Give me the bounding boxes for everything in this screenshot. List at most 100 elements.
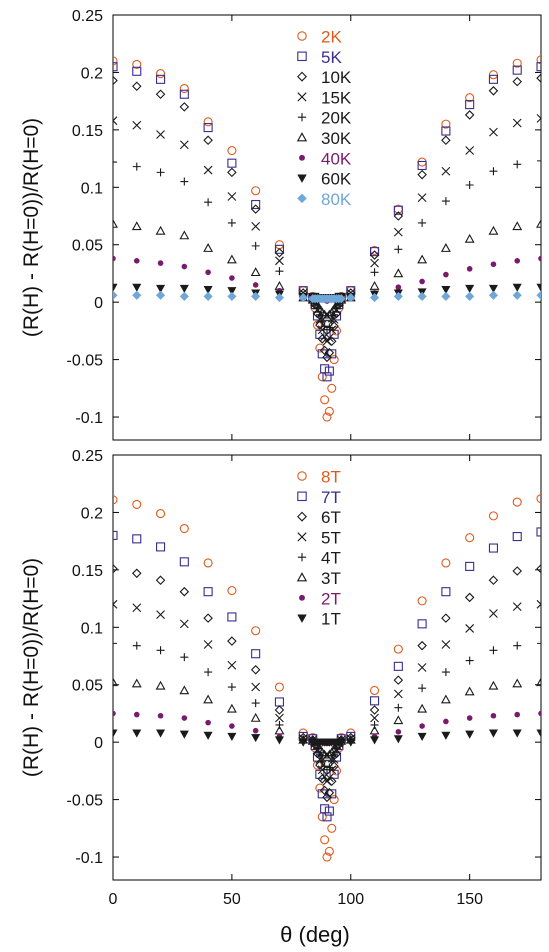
data-point bbox=[324, 806, 334, 816]
data-point bbox=[346, 738, 356, 747]
legend-label: 60K bbox=[321, 170, 352, 189]
data-point bbox=[132, 162, 141, 171]
data-point bbox=[113, 116, 118, 126]
data-point bbox=[393, 227, 403, 237]
data-point bbox=[465, 146, 475, 155]
data-point bbox=[536, 283, 541, 292]
data-point bbox=[395, 729, 402, 735]
data-point bbox=[488, 86, 499, 96]
panel-top: -0.1 -0.05 0 0.05 0.1 0.15 0.2 0.25 (R(H) - R(H=… bbox=[20, 8, 542, 441]
data-point bbox=[274, 705, 285, 715]
data-point bbox=[441, 558, 451, 568]
data-point bbox=[251, 221, 261, 231]
legend-marker bbox=[297, 553, 307, 562]
data-point bbox=[536, 494, 541, 504]
data-point bbox=[275, 267, 284, 276]
data-point bbox=[370, 713, 379, 723]
data-point bbox=[417, 596, 427, 606]
data-point bbox=[464, 110, 475, 120]
data-point bbox=[441, 613, 451, 623]
data-point bbox=[417, 663, 427, 672]
data-point bbox=[203, 694, 214, 704]
data-point bbox=[322, 852, 332, 862]
data-point bbox=[393, 644, 403, 654]
legend-marker bbox=[297, 113, 307, 122]
data-point bbox=[180, 177, 189, 186]
data-point bbox=[181, 715, 188, 721]
data-point bbox=[417, 732, 427, 742]
data-point bbox=[203, 291, 213, 301]
data-point bbox=[324, 366, 334, 376]
data-point bbox=[441, 126, 451, 136]
data-point bbox=[227, 612, 237, 622]
data-point bbox=[113, 283, 118, 292]
data-point bbox=[393, 675, 404, 685]
data-point bbox=[370, 258, 379, 268]
data-point bbox=[465, 291, 475, 301]
data-point bbox=[132, 729, 142, 738]
data-point bbox=[179, 102, 190, 112]
data-point bbox=[113, 563, 118, 574]
data-point bbox=[512, 221, 523, 231]
data-point bbox=[417, 640, 427, 651]
data-point bbox=[318, 317, 327, 326]
legend-marker bbox=[297, 471, 307, 481]
data-point bbox=[393, 211, 404, 221]
data-point bbox=[465, 93, 475, 103]
legend-marker bbox=[299, 594, 305, 601]
data-point bbox=[227, 636, 237, 646]
data-point bbox=[179, 83, 189, 94]
data-point bbox=[179, 730, 189, 739]
bottom-x-tick-label: 50 bbox=[223, 891, 241, 908]
data-point bbox=[324, 773, 334, 783]
data-point bbox=[322, 751, 332, 761]
data-point bbox=[251, 199, 261, 210]
data-point bbox=[250, 204, 261, 214]
data-point bbox=[329, 795, 339, 805]
data-point bbox=[113, 62, 118, 72]
data-point bbox=[394, 703, 403, 712]
legend-label: 10K bbox=[321, 68, 352, 87]
data-point bbox=[537, 156, 541, 165]
data-point bbox=[441, 286, 451, 295]
data-point bbox=[464, 592, 475, 603]
data-point bbox=[156, 646, 165, 655]
data-point bbox=[252, 727, 259, 734]
data-point bbox=[275, 713, 284, 723]
data-point bbox=[369, 293, 380, 303]
data-point bbox=[393, 689, 403, 699]
data-point bbox=[156, 509, 166, 519]
data-point bbox=[113, 290, 118, 300]
bottom-y-tick-label: -0.1 bbox=[75, 850, 103, 867]
data-point bbox=[205, 269, 211, 276]
data-point bbox=[274, 293, 285, 303]
data-point bbox=[204, 668, 213, 677]
data-point bbox=[324, 406, 334, 416]
bottom-y-tick-label: 0.1 bbox=[81, 620, 103, 637]
data-point bbox=[322, 412, 332, 422]
data-point bbox=[181, 263, 188, 270]
data-point bbox=[490, 261, 497, 268]
data-point bbox=[179, 619, 189, 629]
data-point bbox=[113, 218, 118, 228]
legend-label: 2K bbox=[321, 28, 342, 47]
data-point bbox=[227, 732, 237, 742]
bottom-y-tick-label: 0.15 bbox=[72, 563, 103, 580]
data-point bbox=[113, 639, 117, 648]
data-point bbox=[490, 712, 497, 719]
data-point bbox=[156, 69, 166, 79]
data-point bbox=[132, 641, 141, 650]
bottom-x-tick-label: 100 bbox=[337, 891, 364, 908]
data-point bbox=[419, 278, 425, 285]
data-point bbox=[488, 290, 499, 300]
data-point bbox=[537, 639, 541, 648]
data-point bbox=[325, 763, 334, 772]
data-point bbox=[113, 56, 118, 66]
data-point bbox=[370, 268, 379, 277]
data-point bbox=[227, 660, 237, 670]
data-point bbox=[227, 158, 237, 168]
data-point bbox=[315, 343, 325, 353]
bottom-y-axis-label: (R(H) - R(H=0))/R(H=0) bbox=[20, 558, 43, 777]
data-point bbox=[417, 619, 427, 629]
